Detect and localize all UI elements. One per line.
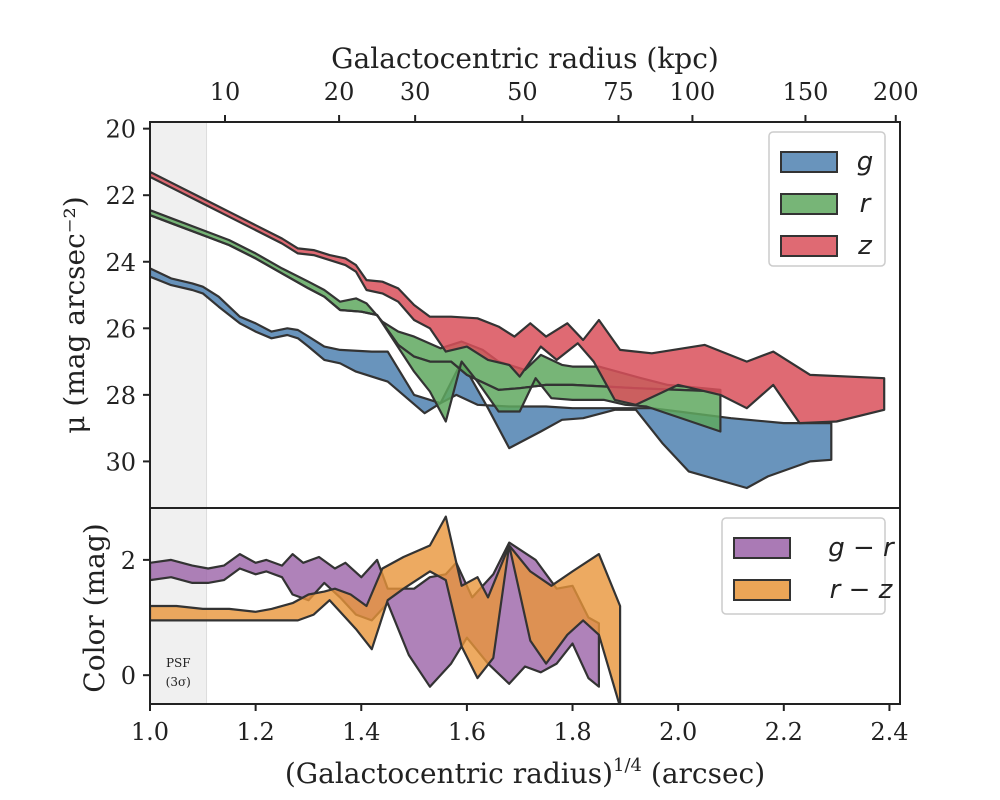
legend-label: g <box>857 147 874 177</box>
bottom-y-tick-label: 2 <box>121 547 136 575</box>
legend-label: z <box>857 231 873 261</box>
bottom-x-tick-label: 1.4 <box>342 718 380 746</box>
band-r-lower <box>150 214 722 433</box>
top-x-axis-label: Galactocentric radius (kpc) <box>331 42 719 75</box>
bottom-x-tick-label: 2.0 <box>659 718 697 746</box>
top-y-tick-label: 24 <box>105 249 136 277</box>
x-label-unit: (arcsec) <box>642 757 765 790</box>
legend-swatch <box>733 537 791 559</box>
top-kpc-tick-label: 75 <box>603 78 634 106</box>
top-kpc-tick-label: 10 <box>210 78 241 106</box>
bottom-y-axis-label: Color (mag) <box>78 523 111 692</box>
color-series <box>150 515 622 704</box>
top-kpc-tick-label: 150 <box>783 78 829 106</box>
x-label-exponent: 1/4 <box>613 755 642 776</box>
bottom-x-tick-label: 1.2 <box>237 718 275 746</box>
surface-brightness-series <box>150 170 886 490</box>
bottom-x-tick-label: 2.4 <box>870 718 908 746</box>
legend-swatch <box>780 151 838 173</box>
top-y-tick-label: 20 <box>105 116 136 144</box>
bottom-x-tick-label: 1.0 <box>131 718 169 746</box>
top-kpc-tick-label: 20 <box>324 78 355 106</box>
top-kpc-ticks: 10 20 30 50 75 100 150 200 <box>210 78 919 122</box>
band-g <box>150 267 833 490</box>
bottom-axes-frame <box>149 507 901 705</box>
bottom-x-axis-label: (Galactocentric radius)1/4 (arcsec) <box>285 755 765 790</box>
band-z <box>150 170 886 425</box>
top-y-tick-label: 28 <box>105 382 136 410</box>
top-y-tick-label: 22 <box>105 182 136 210</box>
psf-annotation-label: PSF <box>166 656 191 670</box>
legend-label: g − r <box>828 533 896 563</box>
legend-swatch <box>780 235 838 257</box>
legend-label: r − z <box>830 575 894 605</box>
top-kpc-tick-label: 200 <box>873 78 919 106</box>
bottom-legend: g − r r − z <box>721 517 896 615</box>
top-kpc-tick-label: 30 <box>400 78 431 106</box>
top-kpc-tick-label: 50 <box>507 78 538 106</box>
top-y-axis-label: μ (mag arcsec⁻²) <box>58 196 91 433</box>
psf-annotation-sigma: (3σ) <box>166 675 191 689</box>
bottom-x-tick-label: 1.6 <box>448 718 486 746</box>
bottom-x-ticks: 1.0 1.2 1.4 1.6 1.8 2.0 2.2 2.4 <box>131 704 909 746</box>
legend-swatch <box>780 193 838 215</box>
color-panel: 02 1.0 1.2 1.4 1.6 1.8 2.0 2.2 2.4 PSF (3σ) Col… <box>78 507 909 790</box>
bottom-y-ticks: 02 <box>121 547 150 690</box>
color-band <box>150 515 622 704</box>
bottom-x-tick-label: 1.8 <box>553 718 591 746</box>
bottom-x-tick-label: 2.2 <box>765 718 803 746</box>
legend-swatch <box>733 579 791 601</box>
bottom-y-tick-label: 0 <box>121 662 136 690</box>
x-label-main: (Galactocentric radius) <box>285 757 613 790</box>
top-y-tick-label: 30 <box>105 448 136 476</box>
top-kpc-tick-label: 100 <box>670 78 716 106</box>
top-y-ticks: 20 22 24 26 28 30 <box>105 116 150 476</box>
legend-label: r <box>860 189 873 219</box>
top-y-tick-label: 26 <box>105 315 136 343</box>
top-legend: grz <box>768 131 886 267</box>
surface-brightness-panel: 20 22 24 26 28 30 10 20 30 50 75 100 150 200 Galacto… <box>58 42 919 509</box>
